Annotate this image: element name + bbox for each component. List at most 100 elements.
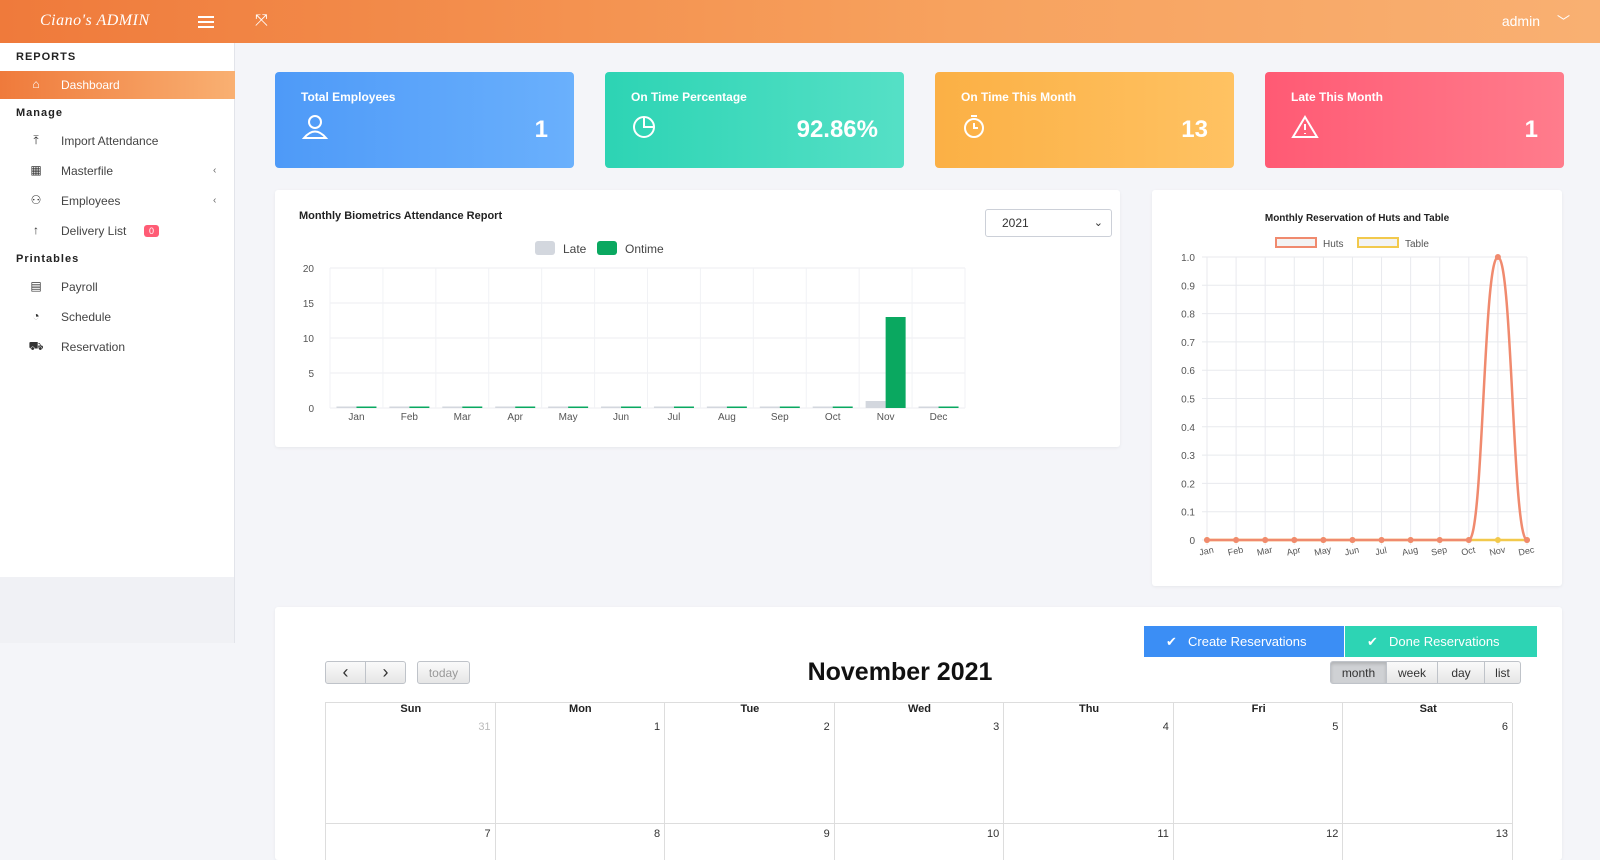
- legend-label: Ontime: [625, 242, 664, 256]
- stat-card-value: 1: [534, 116, 548, 143]
- bar-late-may[interactable]: [548, 406, 569, 409]
- user-menu[interactable]: admin: [1501, 13, 1540, 29]
- legend-swatch-ontime: [597, 241, 617, 255]
- bar-late-feb[interactable]: [389, 406, 410, 409]
- done-reservations-label: Done Reservations: [1389, 634, 1500, 649]
- point-table-nov[interactable]: [1494, 537, 1501, 543]
- bar-ontime-jul[interactable]: [673, 406, 694, 409]
- bar-ontime-nov[interactable]: [885, 317, 906, 408]
- sidebar-item-schedule[interactable]: ◔ Schedule: [0, 303, 235, 331]
- calendar-grid: Sun Mon Tue Wed Thu Fri Sat 31 1 2 3 4 5 6 7 8 9 10 11 12 13: [325, 702, 1513, 860]
- bar-ontime-oct[interactable]: [832, 406, 853, 409]
- bar-ontime-aug[interactable]: [726, 406, 747, 409]
- point-huts-may[interactable]: [1320, 537, 1327, 543]
- calendar-day-cell[interactable]: 3: [834, 717, 1005, 824]
- bar-late-sep[interactable]: [759, 406, 780, 409]
- view-day-button[interactable]: day: [1437, 661, 1485, 684]
- calendar-day-cell[interactable]: 31: [326, 717, 496, 824]
- sidebar-item-payroll[interactable]: ▤ Payroll: [0, 273, 235, 301]
- point-huts-nov[interactable]: [1494, 254, 1501, 260]
- brand-logo[interactable]: Ciano's ADMIN: [40, 12, 150, 29]
- calendar-day-cell[interactable]: 7: [326, 824, 496, 860]
- calendar-day-cell[interactable]: 1: [495, 717, 666, 824]
- calendar-day-cell[interactable]: 9: [665, 824, 835, 860]
- stat-card-value: 13: [1181, 116, 1208, 143]
- bar-ontime-jun[interactable]: [621, 406, 642, 409]
- legend-label: Huts: [1323, 239, 1344, 250]
- sidebar-item-delivery-list[interactable]: ↑ Delivery List 0: [0, 217, 235, 245]
- sidebar-item-label: Employees: [61, 194, 121, 208]
- sidebar-item-import-attendance[interactable]: ⤒ Import Attendance: [0, 127, 235, 155]
- menu-toggle-icon[interactable]: [198, 16, 214, 28]
- bar-ontime-jan[interactable]: [356, 406, 377, 409]
- stat-card-title: On Time Percentage: [631, 90, 747, 104]
- x-tick-label: Jun: [1344, 545, 1360, 558]
- bar-late-dec[interactable]: [918, 406, 939, 409]
- bar-ontime-apr[interactable]: [515, 406, 536, 409]
- point-huts-oct[interactable]: [1465, 537, 1472, 543]
- done-reservations-button[interactable]: ✔ Done Reservations: [1345, 626, 1537, 657]
- point-huts-apr[interactable]: [1291, 537, 1298, 543]
- bar-late-jan[interactable]: [336, 406, 357, 409]
- calendar-day-cell[interactable]: 10: [835, 824, 1005, 860]
- calendar-day-cell[interactable]: 11: [1004, 824, 1174, 860]
- point-huts-mar[interactable]: [1262, 537, 1269, 543]
- create-reservations-button[interactable]: ✔ Create Reservations: [1144, 626, 1344, 657]
- sidebar-item-dashboard[interactable]: ⌂ Dashboard: [0, 71, 235, 99]
- calendar-next-button[interactable]: ›: [365, 661, 406, 684]
- today-label: today: [428, 666, 459, 680]
- calendar-day-number: 2: [823, 721, 830, 733]
- calendar-today-button[interactable]: today: [417, 661, 470, 684]
- point-huts-aug[interactable]: [1407, 537, 1414, 543]
- fullscreen-icon[interactable]: ⤧: [255, 12, 268, 29]
- attendance-panel: [275, 190, 1120, 447]
- bar-ontime-may[interactable]: [568, 406, 589, 409]
- bar-late-aug[interactable]: [706, 406, 727, 409]
- calendar-prev-button[interactable]: ‹: [325, 661, 366, 684]
- calendar-day-cell[interactable]: 8: [496, 824, 666, 860]
- sidebar: REPORTS ⌂ Dashboard Manage ⤒ Import Attendanc…: [0, 43, 235, 643]
- y-tick-label: 10: [303, 334, 315, 345]
- chevron-down-icon[interactable]: ﹀: [1556, 14, 1570, 29]
- calendar-day-cell[interactable]: 2: [665, 717, 835, 824]
- sidebar-item-label: Payroll: [61, 280, 98, 294]
- sidebar-item-reservation[interactable]: ⛟ Reservation: [0, 333, 235, 361]
- bar-late-mar[interactable]: [442, 406, 463, 409]
- chevron-left-icon: ‹: [213, 165, 217, 176]
- bar-late-jul[interactable]: [653, 406, 674, 409]
- calendar-header-cell: [1004, 703, 1174, 717]
- bar-late-nov[interactable]: [865, 401, 886, 408]
- point-huts-jan[interactable]: [1204, 537, 1210, 543]
- y-tick-label: 0.2: [1181, 479, 1195, 490]
- bar-late-oct[interactable]: [812, 406, 833, 409]
- bar-ontime-mar[interactable]: [462, 406, 483, 409]
- point-huts-jul[interactable]: [1378, 537, 1385, 543]
- point-huts-dec[interactable]: [1524, 537, 1530, 543]
- x-tick-label: Mar: [1256, 545, 1273, 558]
- x-tick-label: Sep: [1430, 545, 1448, 558]
- sidebar-item-label: Import Attendance: [61, 134, 159, 148]
- sidebar-item-label: Masterfile: [61, 164, 114, 178]
- view-list-button[interactable]: list: [1484, 661, 1521, 684]
- calendar-day-cell[interactable]: 13: [1343, 824, 1513, 860]
- bar-late-apr[interactable]: [495, 406, 516, 409]
- bar-ontime-sep[interactable]: [779, 406, 800, 409]
- view-week-button[interactable]: week: [1386, 661, 1438, 684]
- calendar-day-cell[interactable]: 6: [1343, 717, 1513, 824]
- bar-ontime-dec[interactable]: [938, 406, 959, 409]
- bar-ontime-feb[interactable]: [409, 406, 430, 409]
- calendar-day-cell[interactable]: 4: [1004, 717, 1174, 824]
- view-month-button[interactable]: month: [1330, 661, 1387, 684]
- y-tick-label: 1.0: [1181, 253, 1195, 264]
- calendar-day-cell[interactable]: 5: [1173, 717, 1344, 824]
- sidebar-item-masterfile[interactable]: ▦ Masterfile ‹: [0, 157, 235, 185]
- stat-card-value: 1: [1524, 116, 1538, 143]
- bar-late-jun[interactable]: [601, 406, 622, 409]
- point-huts-feb[interactable]: [1233, 537, 1240, 543]
- year-select[interactable]: 2021 ⌄: [985, 209, 1112, 237]
- sidebar-item-employees[interactable]: ⚇ Employees ‹: [0, 187, 235, 215]
- calendar-day-cell[interactable]: 12: [1174, 824, 1344, 860]
- check-icon: ✔: [1367, 634, 1378, 649]
- point-huts-jun[interactable]: [1349, 537, 1356, 543]
- point-huts-sep[interactable]: [1436, 537, 1443, 543]
